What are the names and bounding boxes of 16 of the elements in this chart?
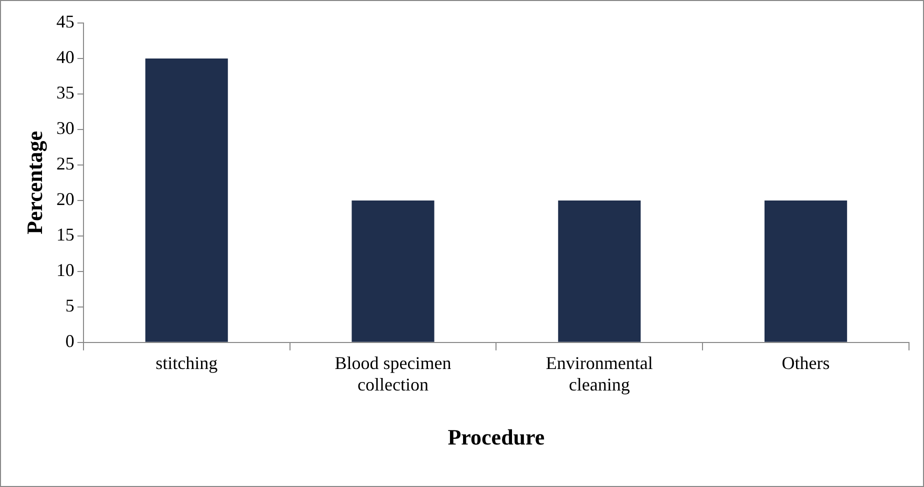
y-tick-label: 20 [56, 189, 74, 210]
x-tick-label: stitching [156, 352, 218, 373]
x-tick-label: Environmental cleaning [546, 352, 653, 395]
y-tick-label: 5 [65, 296, 74, 316]
y-tick-label: 40 [56, 47, 74, 68]
y-tick-label: 35 [56, 82, 74, 103]
y-tick-label: 45 [56, 12, 74, 32]
y-tick-label: 10 [56, 260, 74, 280]
y-tick-label: 15 [56, 224, 74, 245]
x-tick-label: Others [782, 352, 830, 373]
y-tick-label: 0 [65, 331, 74, 352]
x-tick-label: Blood specimen collection [334, 352, 452, 395]
y-axis-title: Percentage [22, 130, 47, 234]
y-tick-label: 30 [56, 118, 74, 138]
y-tick-label: 25 [56, 154, 74, 174]
x-axis-title: Procedure [448, 424, 545, 450]
